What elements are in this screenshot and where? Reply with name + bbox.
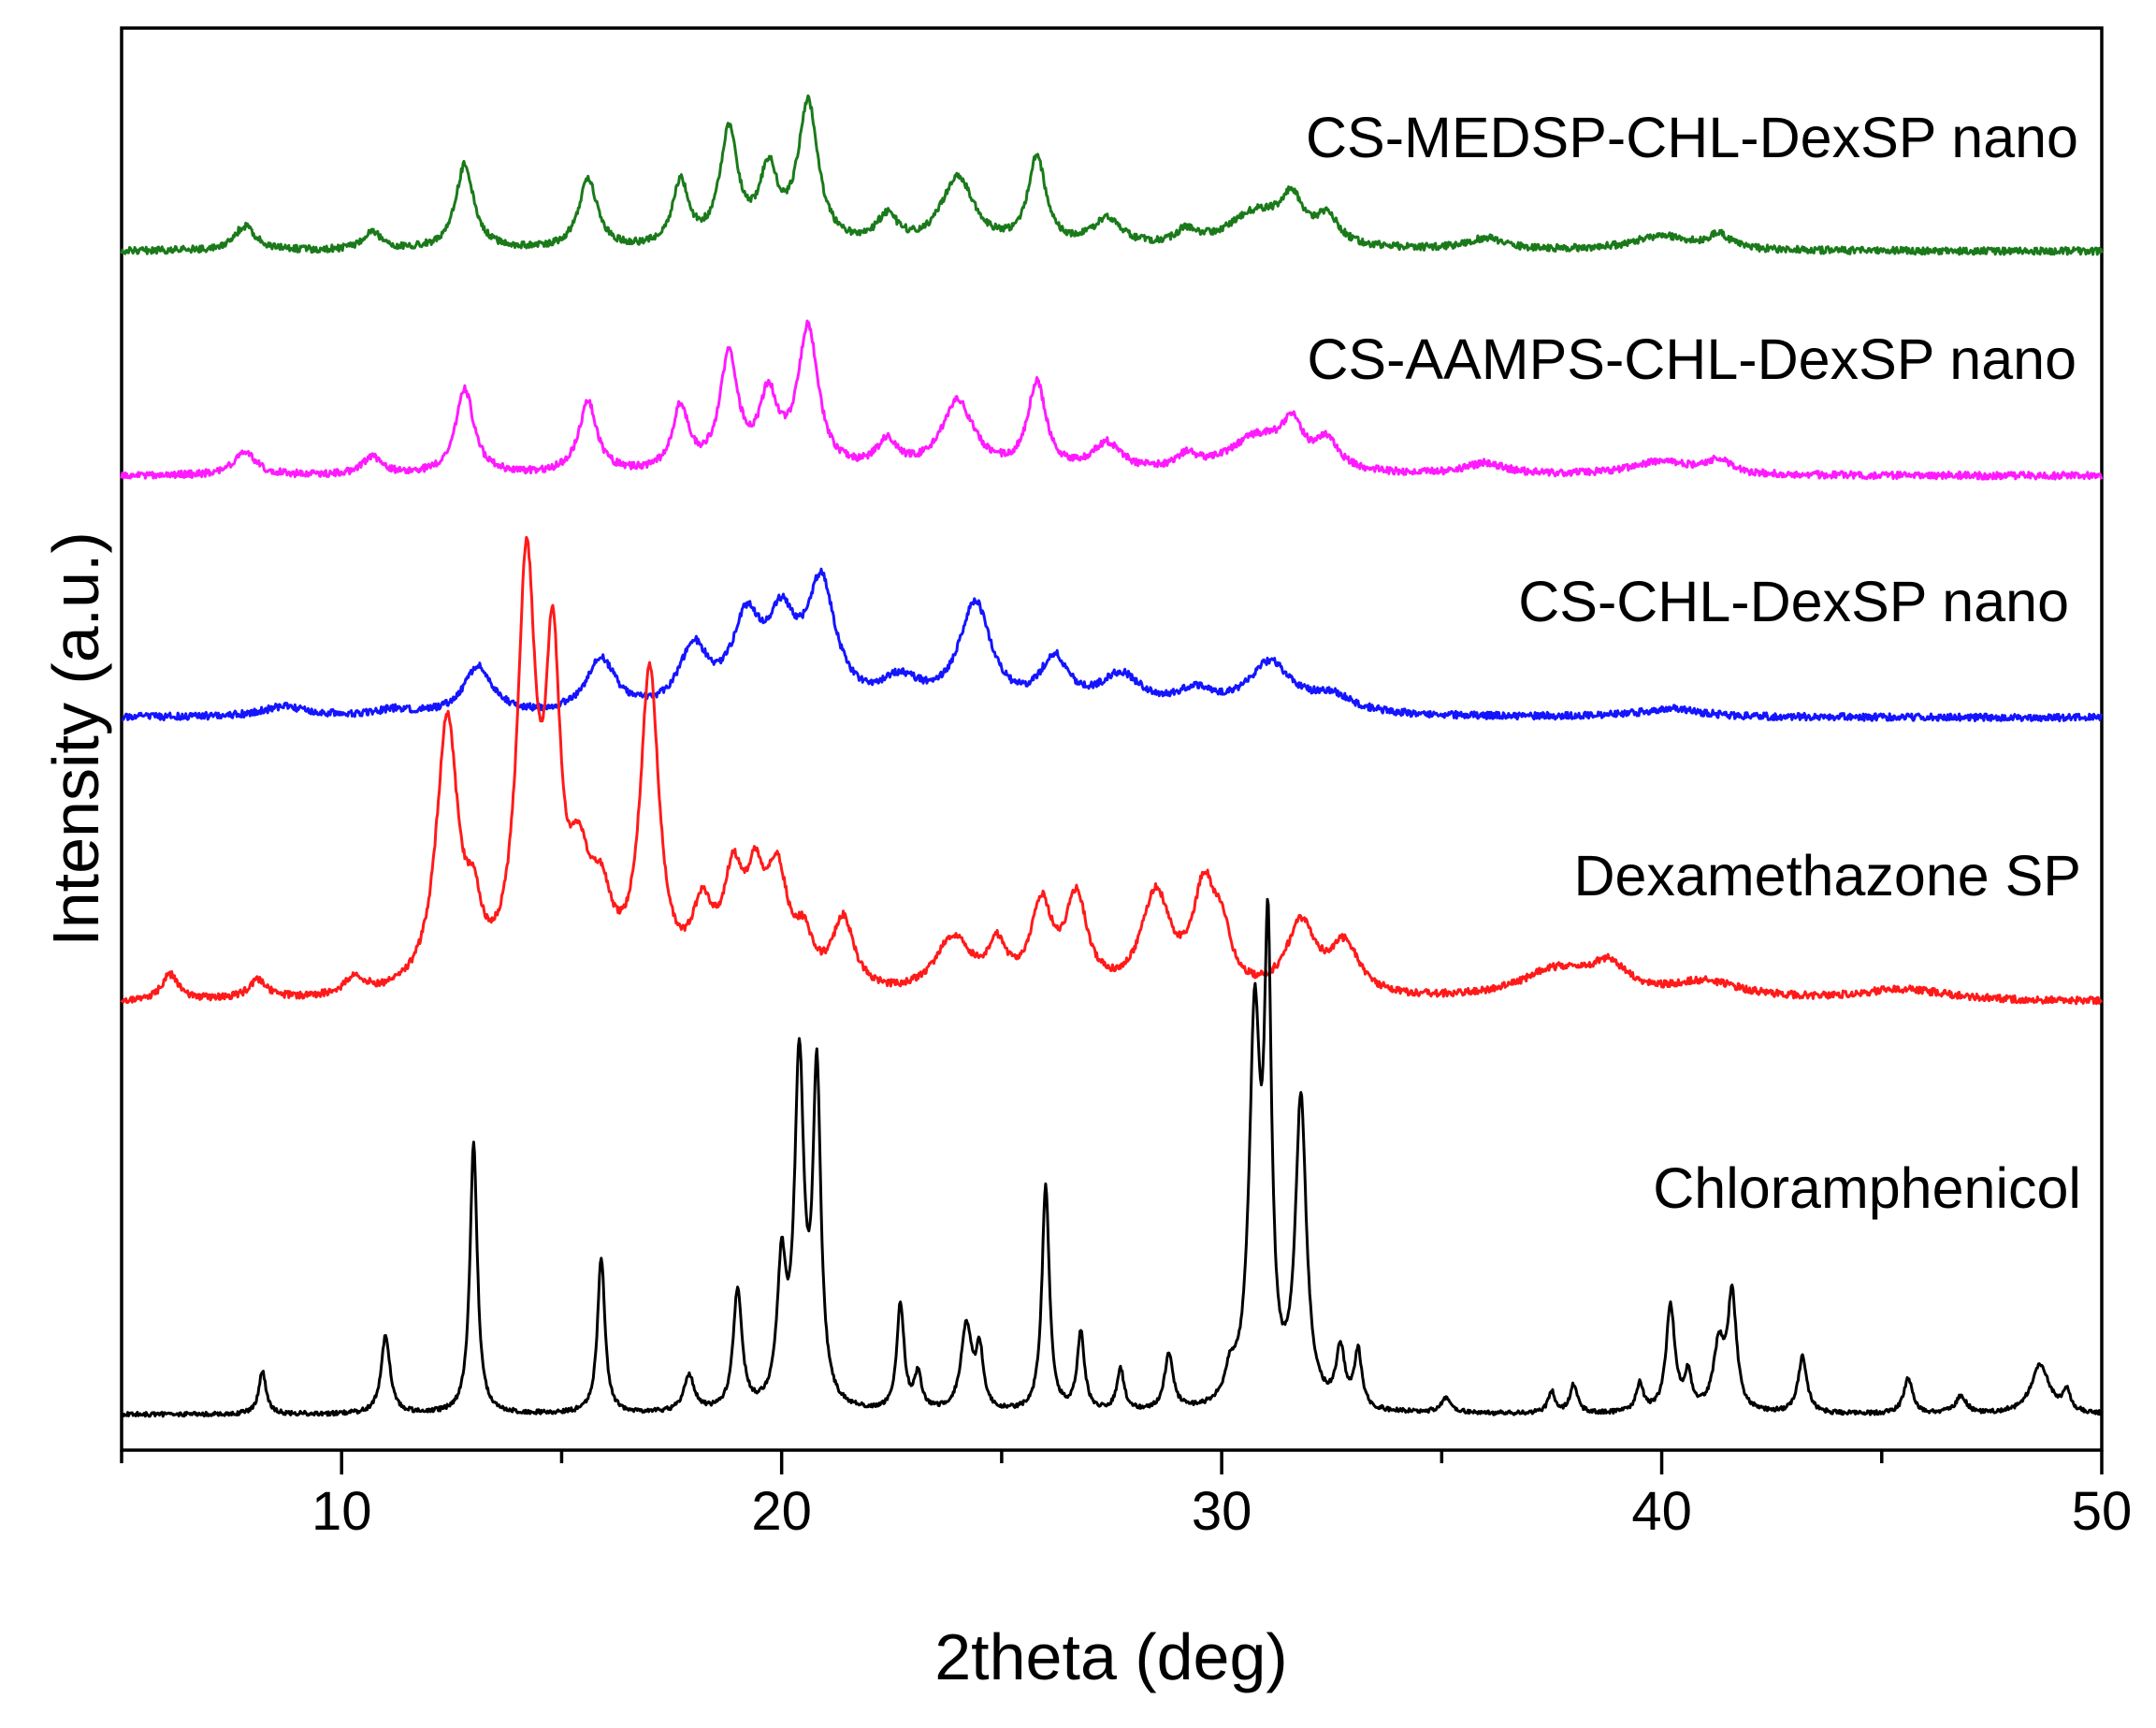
x-axis-ticks [120, 1450, 2104, 1474]
x-tick-label-50: 50 [2072, 1481, 2133, 1542]
series-traces [120, 94, 2104, 1418]
series-label-cs-aamps: CS-AAMPS-CHL-DexSP nano [1307, 327, 2076, 391]
series-label-chloramphenicol: Chloramphenicol [1653, 1156, 2081, 1220]
series-line-dexamethazone-sp [120, 535, 2104, 1006]
x-tick-label-30: 30 [1192, 1481, 1252, 1542]
series-line-cs-chl-dexsp-nano [121, 567, 2103, 723]
x-tick-label-20: 20 [751, 1481, 812, 1542]
series-line-cs-medsp-chl-dexsp-nano [120, 94, 2104, 256]
plot-frame [120, 26, 2104, 1452]
x-axis-title: 2theta (deg) [934, 1620, 1287, 1693]
x-tick-label-10: 10 [311, 1481, 372, 1542]
x-tick-label-40: 40 [1631, 1481, 1692, 1542]
series-label-cs-medsp: CS-MEDSP-CHL-DexSP nano [1306, 106, 2078, 169]
series-label-cs-chl: CS-CHL-DexSP nano [1518, 570, 2069, 633]
series-label-dexamethazone: Dexamethazone SP [1573, 844, 2081, 908]
series-line-chloramphenicol [120, 897, 2104, 1418]
series-line-cs-aamps-chl-dexsp-nano [120, 319, 2104, 481]
y-axis-title: Intensity (a.u.) [39, 531, 112, 947]
